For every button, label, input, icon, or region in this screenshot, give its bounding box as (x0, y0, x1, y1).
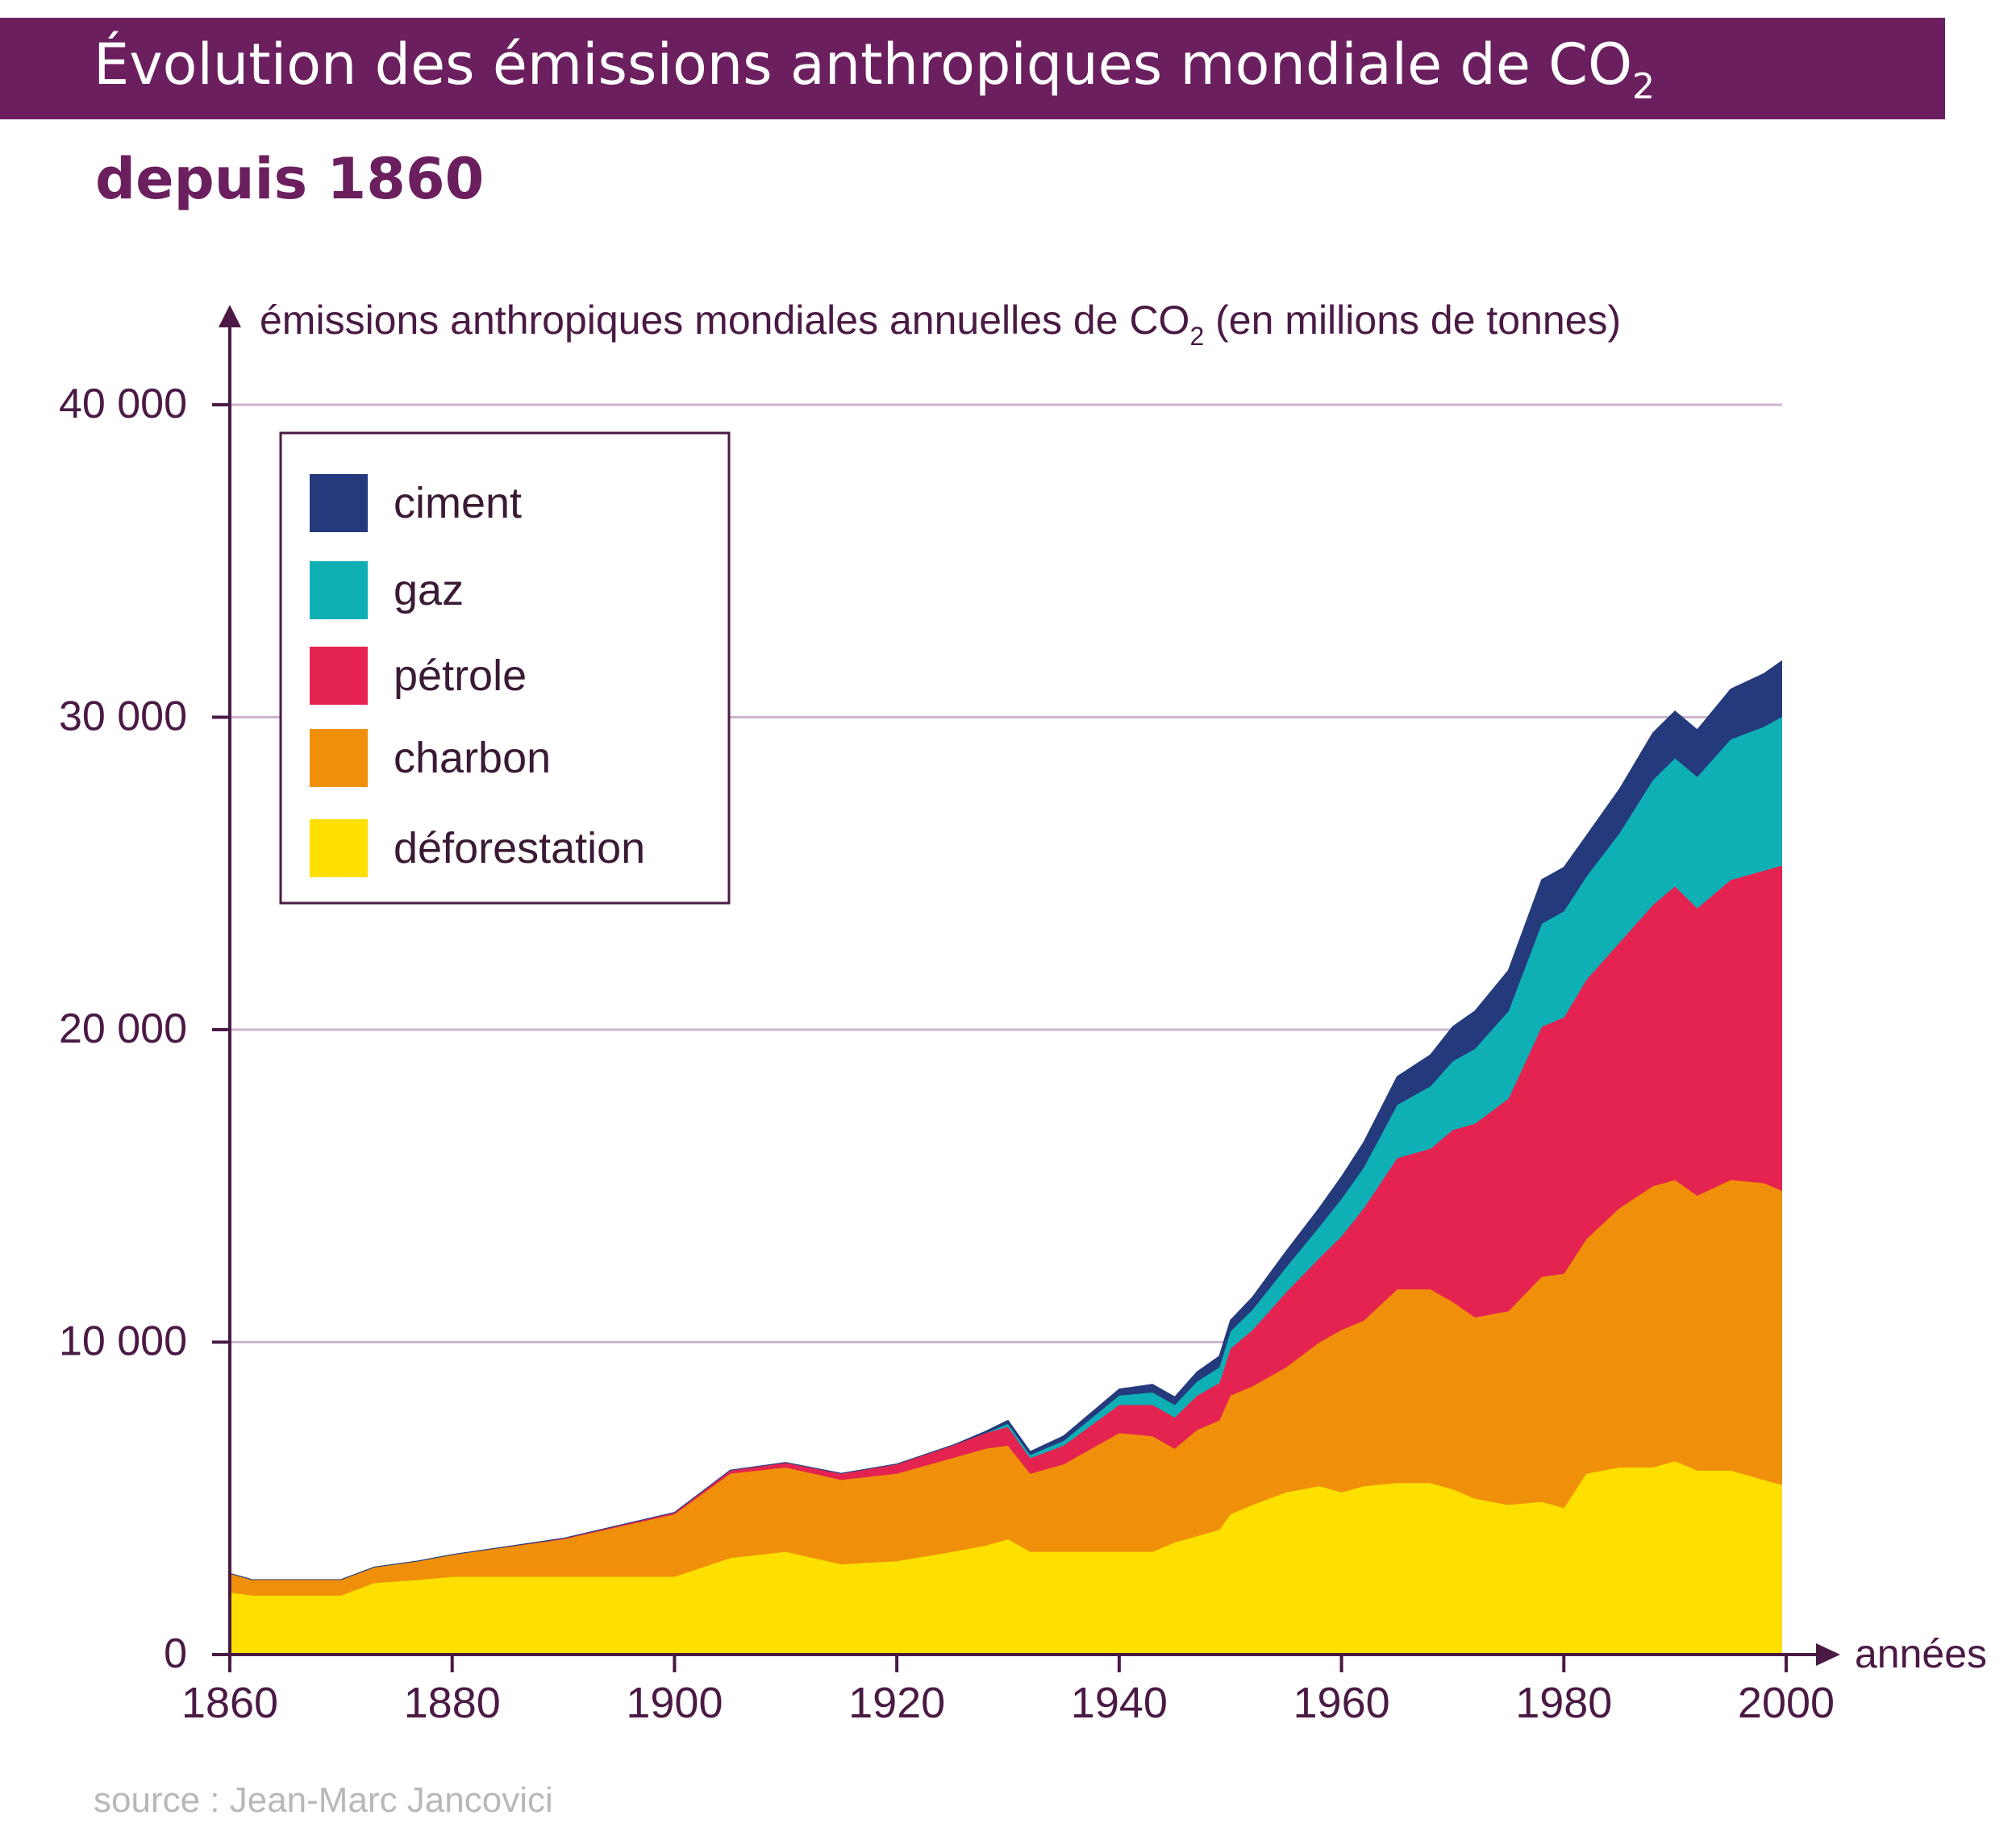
legend-swatch-deforestation (310, 819, 368, 877)
y-tick-label: 10 000 (59, 1318, 187, 1365)
x-tick-label: 1960 (1293, 1679, 1390, 1727)
title-bar (0, 18, 1945, 119)
legend: ciment gaz pétrole charbon déforestation (279, 431, 731, 905)
x-tick-label: 1920 (848, 1679, 945, 1727)
legend-label-petrole: pétrole (394, 652, 527, 700)
y-ticks: 0 10 000 20 000 30 000 40 000 (59, 381, 230, 1677)
x-tick-label: 1980 (1515, 1679, 1612, 1727)
source-note: source : Jean-Marc Jancovici (94, 1780, 553, 1820)
legend-label-deforestation: déforestation (394, 824, 645, 872)
legend-swatch-gaz (310, 561, 368, 619)
area-series-group (230, 660, 1782, 1653)
chart-subtitle: depuis 1860 (95, 146, 484, 212)
x-tick-label: 2000 (1738, 1679, 1835, 1727)
y-tick-label: 40 000 (59, 381, 187, 427)
y-axis-arrow-icon (219, 305, 241, 327)
y-tick-label: 0 (164, 1630, 187, 1677)
x-tick-label: 1940 (1071, 1679, 1168, 1727)
x-axis-arrow-icon (1816, 1643, 1840, 1666)
y-tick-label: 20 000 (59, 1005, 187, 1052)
x-tick-label: 1880 (404, 1679, 501, 1727)
chart-title: Évolution des émissions anthropiques mon… (94, 31, 1655, 107)
legend-label-charbon: charbon (394, 734, 551, 782)
x-tick-label: 1860 (181, 1679, 278, 1727)
y-axis-label: émissions anthropiques mondiales annuell… (260, 298, 1621, 351)
legend-label-ciment: ciment (394, 479, 522, 527)
legend-swatch-ciment (310, 474, 368, 532)
legend-swatch-petrole (310, 647, 368, 705)
y-tick-label: 30 000 (59, 693, 187, 740)
x-axis-label: années (1855, 1631, 1987, 1676)
legend-swatch-charbon (310, 729, 368, 787)
x-tick-label: 1900 (626, 1679, 723, 1727)
x-ticks: 1860 1880 1900 1920 1940 1960 1980 2000 (181, 1655, 1835, 1727)
legend-label-gaz: gaz (394, 566, 464, 614)
area-ciment (230, 660, 1782, 1580)
